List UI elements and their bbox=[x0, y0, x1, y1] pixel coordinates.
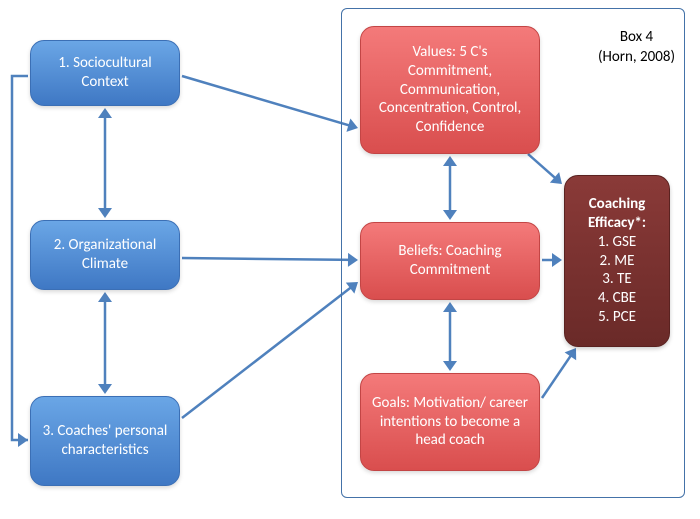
node-values: Values: 5 C's Commitment, Communication,… bbox=[360, 26, 540, 154]
box4-label-l1: Box 4 bbox=[620, 28, 653, 46]
node-coaches-personal-characteristics: 3. Coaches' personal characteristics bbox=[30, 396, 180, 486]
box4-label: Box 4 (Horn, 2008) bbox=[598, 28, 675, 67]
node-sociocultural-context: 1. Sociocultural Context bbox=[30, 40, 180, 106]
node-label: 1. Sociocultural Context bbox=[41, 54, 169, 92]
efficacy-item: 2. ME bbox=[575, 252, 659, 271]
node-label: 2. Organizational Climate bbox=[41, 236, 169, 274]
efficacy-title: Coaching Efficacy*: bbox=[575, 195, 659, 233]
efficacy-item: 1. GSE bbox=[575, 233, 659, 252]
node-label: 3. Coaches' personal characteristics bbox=[41, 422, 169, 460]
node-coaching-efficacy: Coaching Efficacy*: 1. GSE 2. ME 3. TE 4… bbox=[564, 175, 670, 347]
efficacy-item: 3. TE bbox=[575, 270, 659, 289]
node-goals: Goals: Motivation/ career intentions to … bbox=[360, 373, 540, 471]
node-organizational-climate: 2. Organizational Climate bbox=[30, 220, 180, 290]
node-beliefs: Beliefs: Coaching Commitment bbox=[360, 222, 540, 300]
node-label: Goals: Motivation/ career intentions to … bbox=[371, 394, 529, 450]
efficacy-content: Coaching Efficacy*: 1. GSE 2. ME 3. TE 4… bbox=[575, 195, 659, 326]
efficacy-item: 4. CBE bbox=[575, 289, 659, 308]
box4-label-l2: (Horn, 2008) bbox=[598, 48, 675, 66]
node-label: Beliefs: Coaching Commitment bbox=[371, 242, 529, 280]
node-label: Values: 5 C's Commitment, Communication,… bbox=[371, 43, 529, 137]
efficacy-item: 5. PCE bbox=[575, 308, 659, 327]
